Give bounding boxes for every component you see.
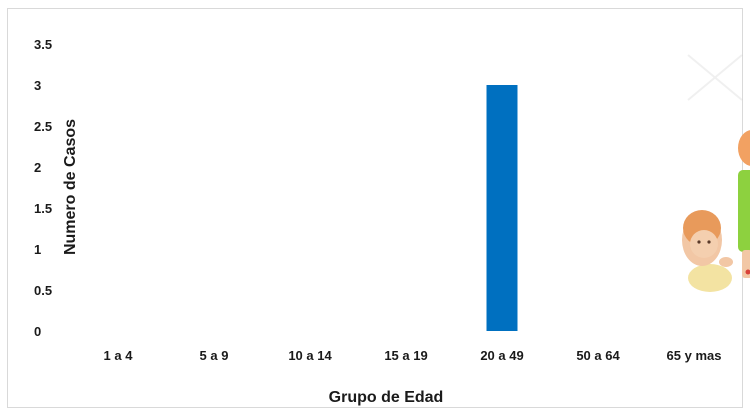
baby-and-child-cartoon-icon: [682, 54, 750, 292]
x-axis-title: Grupo de Edad: [329, 389, 444, 406]
x-tick-label: 15 a 19: [384, 348, 427, 363]
y-axis-title: Numero de Casos: [62, 119, 79, 255]
x-tick-label: 20 a 49: [480, 348, 523, 363]
y-tick-label: 1: [34, 242, 41, 257]
x-tick-label: 10 a 14: [288, 348, 332, 363]
y-tick-label: 0: [34, 324, 41, 339]
x-tick-label: 1 a 4: [104, 348, 134, 363]
y-tick-label: 0.5: [34, 283, 52, 298]
y-tick-labels: 0 0.5 1 1.5 2 2.5 3 3.5: [34, 37, 52, 339]
y-tick-label: 1.5: [34, 201, 52, 216]
x-tick-label: 50 a 64: [576, 348, 620, 363]
y-tick-label: 3: [34, 78, 41, 93]
bar: [486, 85, 518, 331]
x-tick-label: 5 a 9: [200, 348, 229, 363]
x-tick-label: 65 y mas: [667, 348, 722, 363]
bars: [486, 85, 518, 331]
y-tick-label: 2: [34, 160, 41, 175]
x-tick-labels: 1 a 4 5 a 9 10 a 14 15 a 19 20 a 49 50 a 64 65…: [104, 348, 722, 363]
y-tick-label: 3.5: [34, 37, 52, 52]
chart-frame: [7, 8, 743, 408]
y-tick-label: 2.5: [34, 119, 52, 134]
